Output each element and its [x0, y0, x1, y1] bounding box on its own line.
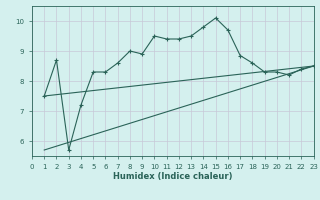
X-axis label: Humidex (Indice chaleur): Humidex (Indice chaleur)	[113, 172, 233, 181]
